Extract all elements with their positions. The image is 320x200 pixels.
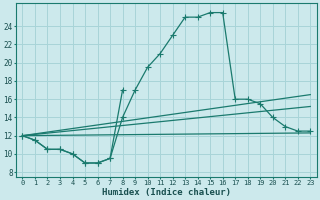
X-axis label: Humidex (Indice chaleur): Humidex (Indice chaleur) (102, 188, 231, 197)
